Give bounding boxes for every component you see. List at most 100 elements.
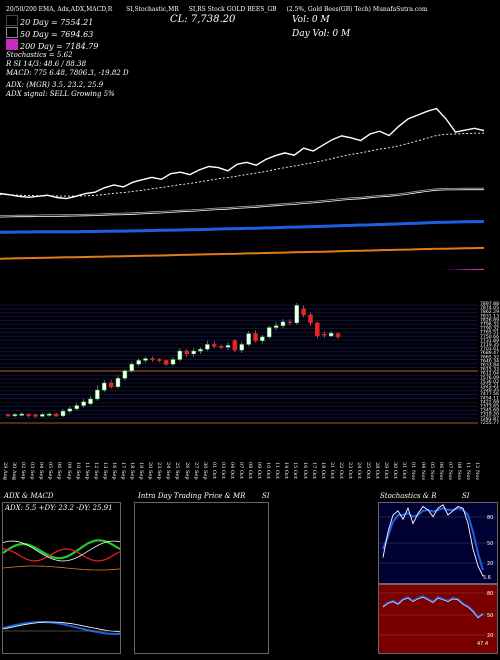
stoch-d-line: [382, 507, 484, 571]
price-axis-label: 7790.32: [480, 326, 499, 332]
candle-body: [143, 358, 148, 361]
candle-body: [280, 321, 286, 326]
date-tick-label: 08 Nov: [455, 462, 462, 481]
candle-body: [294, 305, 299, 324]
date-tick-label: 29 Oct: [383, 462, 390, 479]
stoch-level-label: 80: [487, 515, 493, 521]
stoch-level-label: 20: [487, 561, 493, 567]
date-tick-label: 17 Oct: [310, 462, 317, 479]
date-tick-label: 09 Sep: [65, 462, 72, 480]
candle-body: [225, 345, 231, 348]
legend-ema20: 20 Day = 7554.21: [6, 15, 93, 27]
date-tick-label: 05 Sep: [47, 462, 54, 480]
date-tick-label: 30 Oct: [392, 462, 399, 479]
price-axis-label: 7862.29: [480, 309, 499, 315]
price-axis-label: 7422.68: [480, 399, 499, 405]
ema-blue-line: [0, 220, 485, 234]
candle-body: [40, 414, 45, 417]
date-tick-label: 12 Sep: [92, 462, 99, 480]
price-axis-label: 7765.51: [480, 330, 499, 336]
candle-body: [287, 321, 293, 324]
price-axis-label: 7612.04: [480, 371, 499, 377]
candle-body: [136, 360, 141, 365]
header-part-3: SI,RS Stock GOLD BEES_GB: [188, 6, 277, 13]
stoch-title: Stochastics & R: [380, 492, 437, 500]
candle-body: [19, 413, 24, 416]
candle-body: [95, 389, 100, 400]
candle-body: [53, 413, 59, 417]
price-axis-label: 7703.61: [480, 346, 499, 352]
date-tick-label: 11 Nov: [464, 462, 471, 481]
macd-line: [3, 621, 120, 635]
date-tick-label: 18 Oct: [319, 462, 326, 479]
intraday-panel: [134, 502, 269, 654]
price-axis-label: 7373.65: [480, 404, 499, 410]
candle-body: [67, 408, 73, 412]
price-axis-label: 7281.87: [480, 416, 499, 422]
candle-body: [26, 414, 31, 417]
adx-macd-plot: [3, 539, 120, 635]
date-tick-label: 04 Oct: [228, 462, 235, 479]
date-tick-label: 07 Nov: [446, 462, 453, 481]
date-tick-label: 23 Sep: [156, 462, 163, 480]
candle-body: [102, 382, 107, 391]
ema20-line: [0, 132, 485, 197]
date-tick-label: 09 Oct: [256, 462, 263, 479]
price-axis-label: 7640.34: [480, 358, 499, 364]
adx-macd-panel: ADX: 5.5 +DY: 23.2 -DY: 25.91: [2, 502, 121, 654]
candle-body: [163, 360, 169, 365]
rsi-level-label: 50: [487, 613, 493, 619]
date-tick-label: 30 Sep: [201, 462, 208, 480]
date-tick-label: 03 Oct: [219, 462, 226, 479]
candle-body: [205, 344, 210, 350]
date-tick-label: 02 Sep: [20, 462, 27, 480]
legend-rsi: R SI 14/3: 48.6 / 88.38: [6, 60, 87, 68]
candle-body: [198, 348, 203, 352]
candle-body: [81, 401, 86, 406]
close-label: CL: 7,738.20: [170, 14, 236, 25]
candle-body: [267, 327, 272, 338]
legend-ema200: 200 Day = 7184.79: [6, 39, 98, 51]
candle-body: [177, 350, 183, 360]
price-axis-label: 7874.05: [480, 305, 499, 311]
date-tick-label: 30 Aug: [11, 462, 18, 480]
candle-body: [122, 370, 128, 379]
candle-body: [218, 346, 224, 348]
candle-body: [157, 359, 162, 361]
date-tick-label: 14 Oct: [283, 462, 290, 479]
date-tick-label: 24 Sep: [165, 462, 172, 480]
candle-body: [308, 314, 313, 324]
stoch-plot: 80 50 20 5.6: [379, 504, 497, 581]
candle-body: [88, 398, 93, 404]
candle-body: [33, 414, 38, 417]
adx-line: [3, 540, 120, 562]
adx-minus-line: [3, 548, 120, 562]
price-axis-label: 7345.69: [480, 408, 499, 414]
candlestick-chart: 7897.887874.057862.297831.137826.897796.…: [0, 301, 499, 426]
candle-body: [184, 350, 189, 355]
candle-body: [150, 358, 155, 360]
price-axis-label: 7520.35: [480, 387, 499, 393]
candle-body: [129, 363, 134, 372]
price-axis-label: 7576.09: [480, 375, 499, 381]
candle-body: [5, 414, 11, 417]
candle-body: [239, 344, 244, 351]
date-tick-label: 18 Sep: [129, 462, 136, 480]
date-tick-label: 13 Sep: [101, 462, 108, 480]
date-tick-label: 05 Nov: [428, 462, 435, 481]
date-tick-label: 04 Sep: [38, 462, 45, 480]
candle-body: [260, 336, 265, 341]
date-tick-label: 12 Nov: [474, 462, 480, 481]
date-tick-label: 10 Oct: [265, 462, 272, 479]
date-tick-label: 21 Oct: [328, 462, 335, 479]
intraday-si: SI: [262, 492, 270, 500]
candle-body: [253, 333, 258, 341]
date-tick-label: 08 Oct: [247, 462, 254, 479]
candle-body: [328, 332, 334, 337]
header-part-4: (2.5%, Gold Bees(GB) Tech) MunafaSutra.c…: [286, 6, 428, 13]
date-tick-label: 23 Oct: [346, 462, 353, 479]
candle-body: [335, 333, 341, 338]
candle-body: [232, 340, 238, 351]
date-tick-label: 20 Sep: [147, 462, 154, 480]
price-axis-label: 7615.33: [480, 367, 499, 373]
